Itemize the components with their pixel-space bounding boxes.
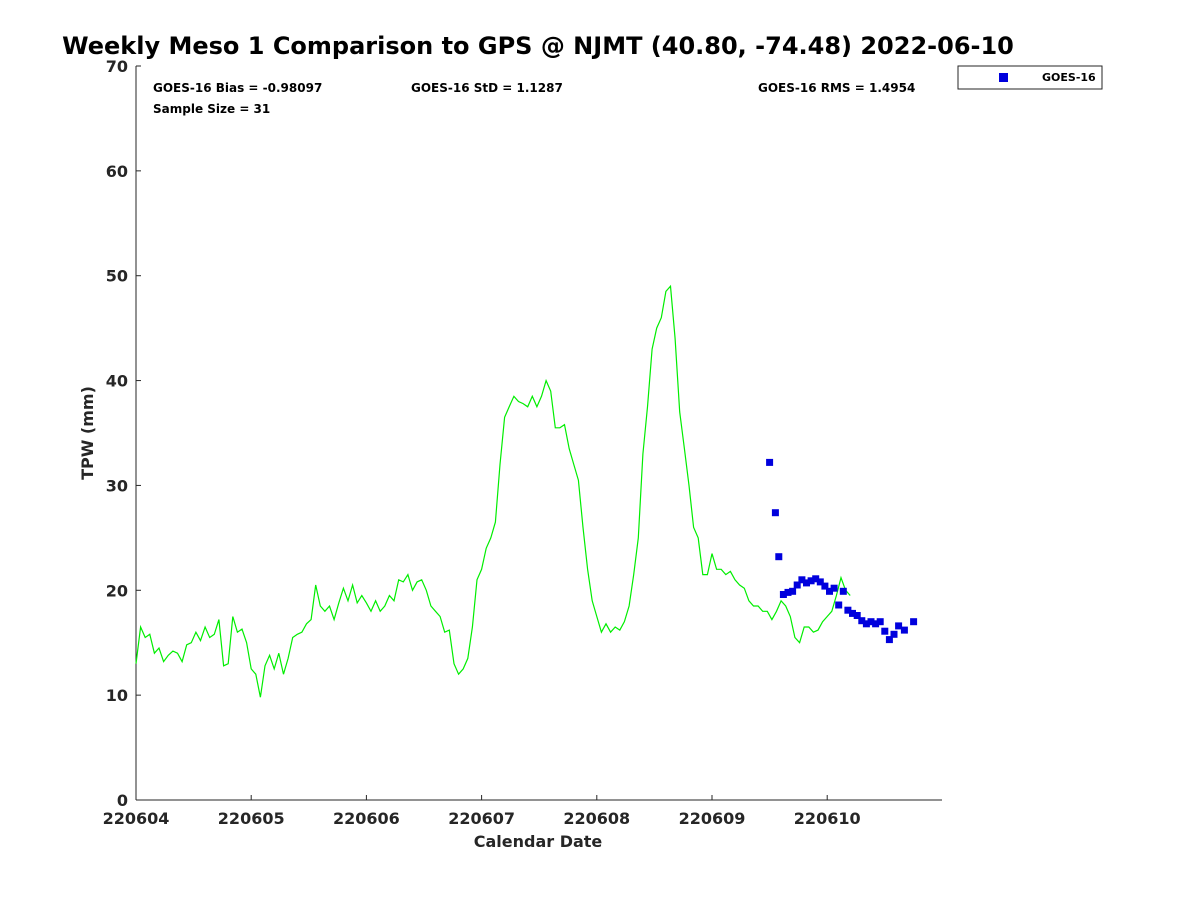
goes-16-point — [779, 591, 787, 598]
goes-16-point — [839, 587, 847, 595]
goes-16-point — [789, 587, 797, 595]
goes-16-point — [775, 553, 783, 561]
y-tick-label: 0 — [117, 791, 128, 810]
y-tick-label: 20 — [106, 581, 128, 600]
y-tick-label: 70 — [106, 57, 128, 76]
legend: GOES-16 — [957, 65, 1103, 90]
y-tick-label: 50 — [106, 267, 128, 286]
goes-16-point — [826, 587, 833, 595]
stat-bias: GOES-16 Bias = -0.98097 — [153, 81, 322, 95]
goes-16-point — [867, 618, 875, 626]
goes-16-point — [890, 630, 898, 638]
goes-16-point — [844, 606, 852, 614]
goes-16-point — [853, 612, 861, 619]
x-tick-label: 220604 — [103, 809, 170, 828]
goes-16-point — [876, 618, 884, 626]
chart-title: Weekly Meso 1 Comparison to GPS @ NJMT (… — [62, 32, 1014, 60]
x-tick-label: 220606 — [333, 809, 400, 828]
goes-16-point — [885, 636, 893, 644]
goes-16-point — [872, 620, 880, 628]
stat-std: GOES-16 StD = 1.1287 — [411, 81, 563, 95]
goes-16-point — [771, 509, 779, 517]
goes-16-point — [812, 575, 820, 583]
goes-16-point — [766, 458, 774, 466]
y-tick-label: 10 — [106, 686, 128, 705]
y-axis-label: TPW (mm) — [78, 386, 97, 480]
goes-16-point — [816, 578, 824, 586]
x-tick-label: 220608 — [563, 809, 630, 828]
goes-16-point — [798, 576, 806, 584]
goes-16-point — [900, 626, 908, 634]
x-tick-label: 220607 — [448, 809, 515, 828]
x-tick-label: 220609 — [679, 809, 746, 828]
y-tick-label: 30 — [106, 476, 128, 495]
goes-16-point — [895, 622, 903, 630]
x-tick-label: 220610 — [794, 809, 861, 828]
goes-16-point — [821, 582, 829, 590]
y-tick-label: 40 — [106, 372, 128, 391]
goes-16-markers — [766, 458, 918, 644]
legend-box — [957, 65, 1103, 90]
y-tick-label: 60 — [106, 162, 128, 181]
x-ticks: 220604 220605 220606 220607 220608 220609 2206… — [103, 795, 861, 828]
goes-16-point — [830, 584, 838, 592]
goes-16-point — [858, 617, 866, 625]
stat-rms: GOES-16 RMS = 1.4954 — [758, 81, 915, 95]
legend-marker-goes-16 — [999, 73, 1008, 82]
x-tick-label: 220605 — [218, 809, 285, 828]
goes-16-point — [807, 577, 815, 585]
goes-16-point — [881, 627, 889, 635]
x-axis-label: Calendar Date — [474, 832, 603, 851]
goes-16-point — [862, 620, 870, 628]
y-ticks: 0 10 20 30 40 50 60 70 — [106, 57, 141, 810]
stat-sample-size: Sample Size = 31 — [153, 102, 270, 116]
goes-16-point — [910, 618, 918, 626]
goes-16-point — [835, 601, 843, 609]
gps-series-line — [135, 284, 851, 698]
goes-16-point — [784, 588, 792, 596]
goes-16-point — [803, 579, 810, 587]
goes-16-point — [849, 609, 856, 617]
goes-16-point — [793, 581, 801, 589]
legend-label-goes-16: GOES-16 — [1042, 71, 1096, 84]
